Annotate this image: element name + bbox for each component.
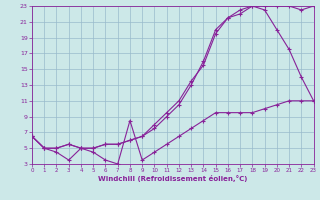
X-axis label: Windchill (Refroidissement éolien,°C): Windchill (Refroidissement éolien,°C) — [98, 175, 247, 182]
